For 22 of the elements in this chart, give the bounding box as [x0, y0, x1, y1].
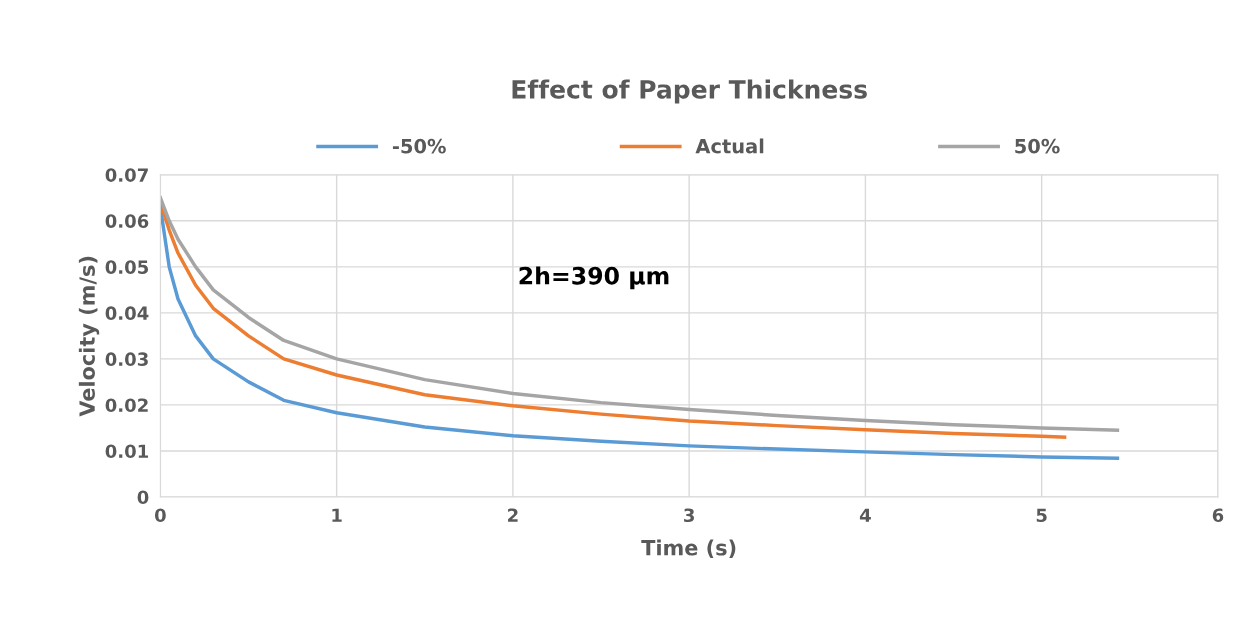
annotation: 2h=390 µm: [519, 266, 669, 290]
x-tick-label: 3: [684, 508, 694, 523]
y-tick-label: 0: [137, 490, 149, 505]
x-tick-label: 2: [508, 508, 518, 522]
y-tick-label: 0.04: [105, 306, 149, 320]
x-tick-label: 4: [859, 508, 871, 522]
y-axis-title: Velocity (m/s): [78, 256, 100, 417]
x-tick-label: 5: [1036, 508, 1047, 523]
x-tick-label: 1: [332, 508, 342, 522]
x-axis-title: Time (s): [641, 539, 736, 559]
y-tick-label: 0.07: [105, 168, 148, 182]
y-tick-label: 0.03: [105, 352, 148, 367]
y-tick-label: 0.01: [105, 444, 149, 459]
y-tick-label: 0.05: [105, 260, 149, 274]
legend-label: 50%: [1015, 138, 1060, 154]
chart-title: Effect of Paper Thickness: [512, 79, 867, 104]
x-tick-label: 0: [154, 508, 166, 523]
legend-label: Actual: [695, 138, 764, 154]
x-tick-label: 6: [1212, 508, 1224, 523]
y-tick-label: 0.02: [105, 398, 148, 413]
legend-label: -50%: [392, 138, 446, 154]
y-tick-label: 0.06: [105, 214, 149, 228]
